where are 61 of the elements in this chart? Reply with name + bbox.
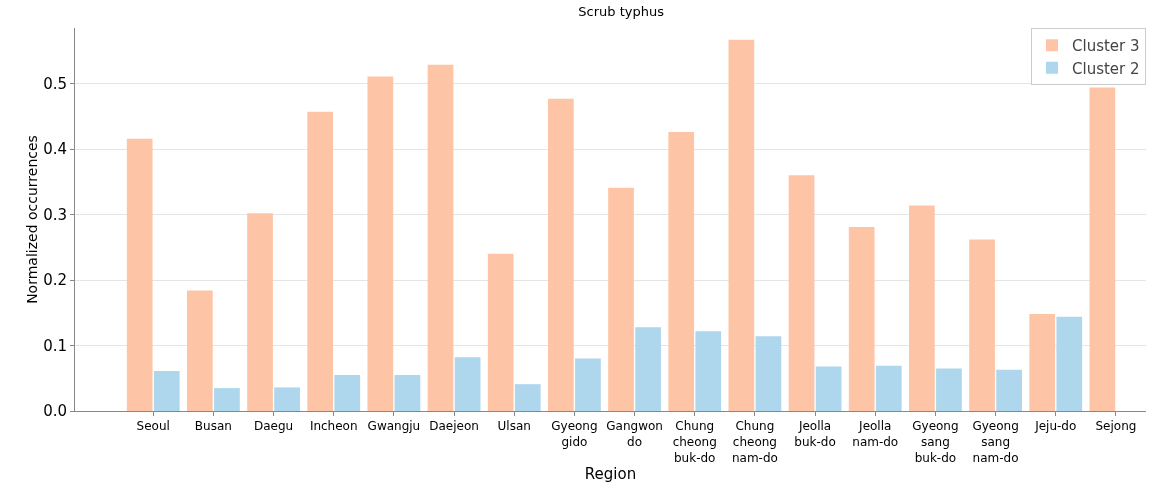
y-tick-label: 0.3: [43, 205, 67, 224]
bar: [367, 76, 394, 411]
x-tick-label: Chung cheong buk-do: [672, 419, 717, 465]
bar: [728, 39, 755, 411]
bar: [875, 365, 902, 411]
x-tick-label: Seoul: [136, 419, 170, 434]
bar: [307, 111, 334, 411]
bar: [996, 369, 1022, 411]
bar: [668, 132, 695, 411]
y-tick-label: 0.1: [43, 336, 67, 355]
bar: [848, 227, 875, 411]
bar: [1089, 87, 1116, 411]
bar: [247, 213, 273, 411]
x-tick-label: Incheon: [309, 419, 358, 434]
bar: [126, 138, 153, 411]
bar: [153, 371, 180, 411]
bar: [548, 98, 574, 411]
bar: [936, 368, 962, 411]
x-tick-label: Busan: [194, 419, 232, 434]
x-tick-label: Ulsan: [497, 419, 531, 434]
legend-label: Cluster 3: [1072, 37, 1140, 56]
x-tick-label: Gyeong gido: [551, 419, 598, 449]
bar: [635, 327, 661, 411]
bar: [1056, 316, 1083, 411]
bar: [815, 366, 842, 411]
bar: [454, 357, 481, 411]
bar: [394, 374, 421, 411]
y-tick-label: 0.0: [43, 402, 67, 421]
x-tick-label: Jeju-do: [1034, 419, 1077, 434]
bar: [186, 290, 213, 411]
x-tick-label: Gyeong sang nam-do: [972, 419, 1019, 465]
bar: [514, 384, 541, 411]
bar: [1029, 314, 1056, 411]
x-tick-label: Gyeong sang buk-do: [912, 419, 959, 465]
x-axis-title: Region: [584, 464, 637, 483]
chart-title: Scrub typhus: [578, 4, 665, 20]
bar: [788, 175, 815, 411]
x-tick-label: Sejong: [1095, 419, 1137, 434]
bar: [608, 187, 634, 411]
x-tick-label: Daejeon: [429, 419, 479, 434]
x-tick-label: Jeolla nam-do: [852, 419, 899, 449]
legend-label: Cluster 2: [1072, 59, 1140, 78]
bar: [214, 388, 240, 411]
y-tick-label: 0.5: [43, 74, 67, 93]
bar: [334, 374, 361, 411]
bar: [909, 205, 935, 411]
bar: [755, 336, 782, 411]
x-tick-label: Jeolla buk-do: [794, 419, 836, 449]
bar: [274, 387, 300, 411]
x-tick-label: Gwangju: [367, 419, 421, 434]
bar: [487, 253, 514, 411]
bar: [695, 331, 722, 411]
bar: [575, 358, 601, 411]
x-tick-label: Daegu: [253, 419, 294, 434]
bar: [427, 64, 454, 411]
bar: [969, 239, 995, 411]
y-axis-title: Normalized occurrences: [24, 135, 40, 304]
x-tick-label: Gangwon do: [606, 419, 663, 449]
y-tick-label: 0.4: [43, 140, 67, 159]
y-tick-label: 0.2: [43, 271, 67, 290]
x-tick-label: Chung cheong nam-do: [731, 419, 778, 465]
